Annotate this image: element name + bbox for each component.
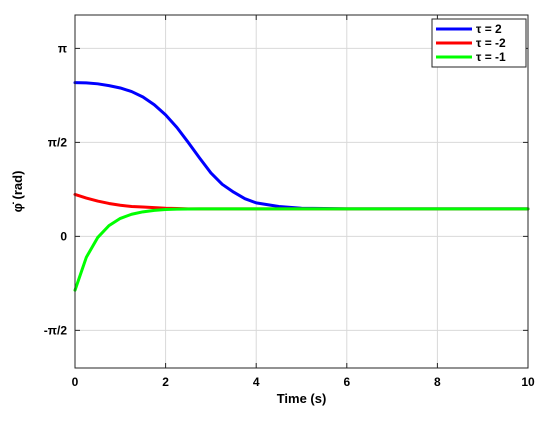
legend-label: τ = -1 bbox=[476, 50, 506, 64]
legend-label: τ = 2 bbox=[476, 22, 502, 36]
y-tick-label: π/2 bbox=[48, 135, 68, 149]
legend-label: τ = -2 bbox=[476, 36, 506, 50]
y-tick-label: 0 bbox=[60, 229, 67, 243]
x-axis-label: Time (s) bbox=[277, 391, 327, 406]
x-tick-label: 8 bbox=[434, 375, 441, 389]
series-line-2 bbox=[73, 207, 530, 292]
axes-box bbox=[74, 14, 529, 369]
plot-area bbox=[75, 15, 528, 368]
y-tick-label: π bbox=[58, 41, 67, 55]
y-axis-label: φ̇ (rad) bbox=[10, 171, 25, 213]
x-tick-label: 4 bbox=[253, 375, 260, 389]
x-tick-label: 6 bbox=[343, 375, 350, 389]
x-tick-label: 0 bbox=[72, 375, 79, 389]
x-tick-label: 2 bbox=[162, 375, 169, 389]
x-tick-label: 10 bbox=[521, 375, 535, 389]
y-tick-label: -π/2 bbox=[44, 323, 68, 337]
